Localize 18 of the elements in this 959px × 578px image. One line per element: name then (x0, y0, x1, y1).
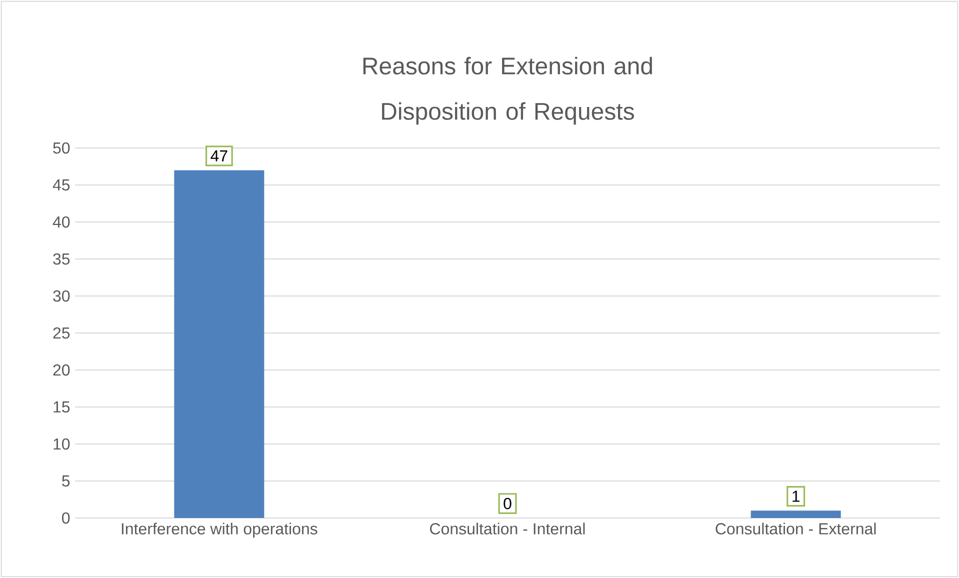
y-tick-label: 50 (53, 142, 70, 154)
x-tick-label: Consultation - External (716, 522, 876, 534)
y-tick-label: 25 (53, 327, 70, 339)
data-label: 47 (210, 150, 228, 162)
y-tick-label: 20 (53, 364, 70, 376)
y-tick-label: 45 (52, 179, 70, 191)
y-tick-label: 5 (62, 475, 70, 487)
y-tick-label: 35 (53, 253, 70, 265)
y-tick-label: 30 (53, 290, 70, 302)
data-label: 1 (792, 490, 800, 502)
y-tick-label: 0 (62, 512, 70, 524)
y-tick-label: 15 (54, 401, 70, 413)
x-tick-label: Consultation - Internal (430, 522, 585, 534)
x-tick-label: Interference with operations (122, 522, 318, 538)
y-tick-label: 10 (54, 438, 70, 450)
y-tick-label: 40 (52, 216, 70, 228)
chart-title: Reasons for Extension and Disposition of Requests (363, 56, 652, 125)
data-label: 0 (504, 498, 512, 510)
